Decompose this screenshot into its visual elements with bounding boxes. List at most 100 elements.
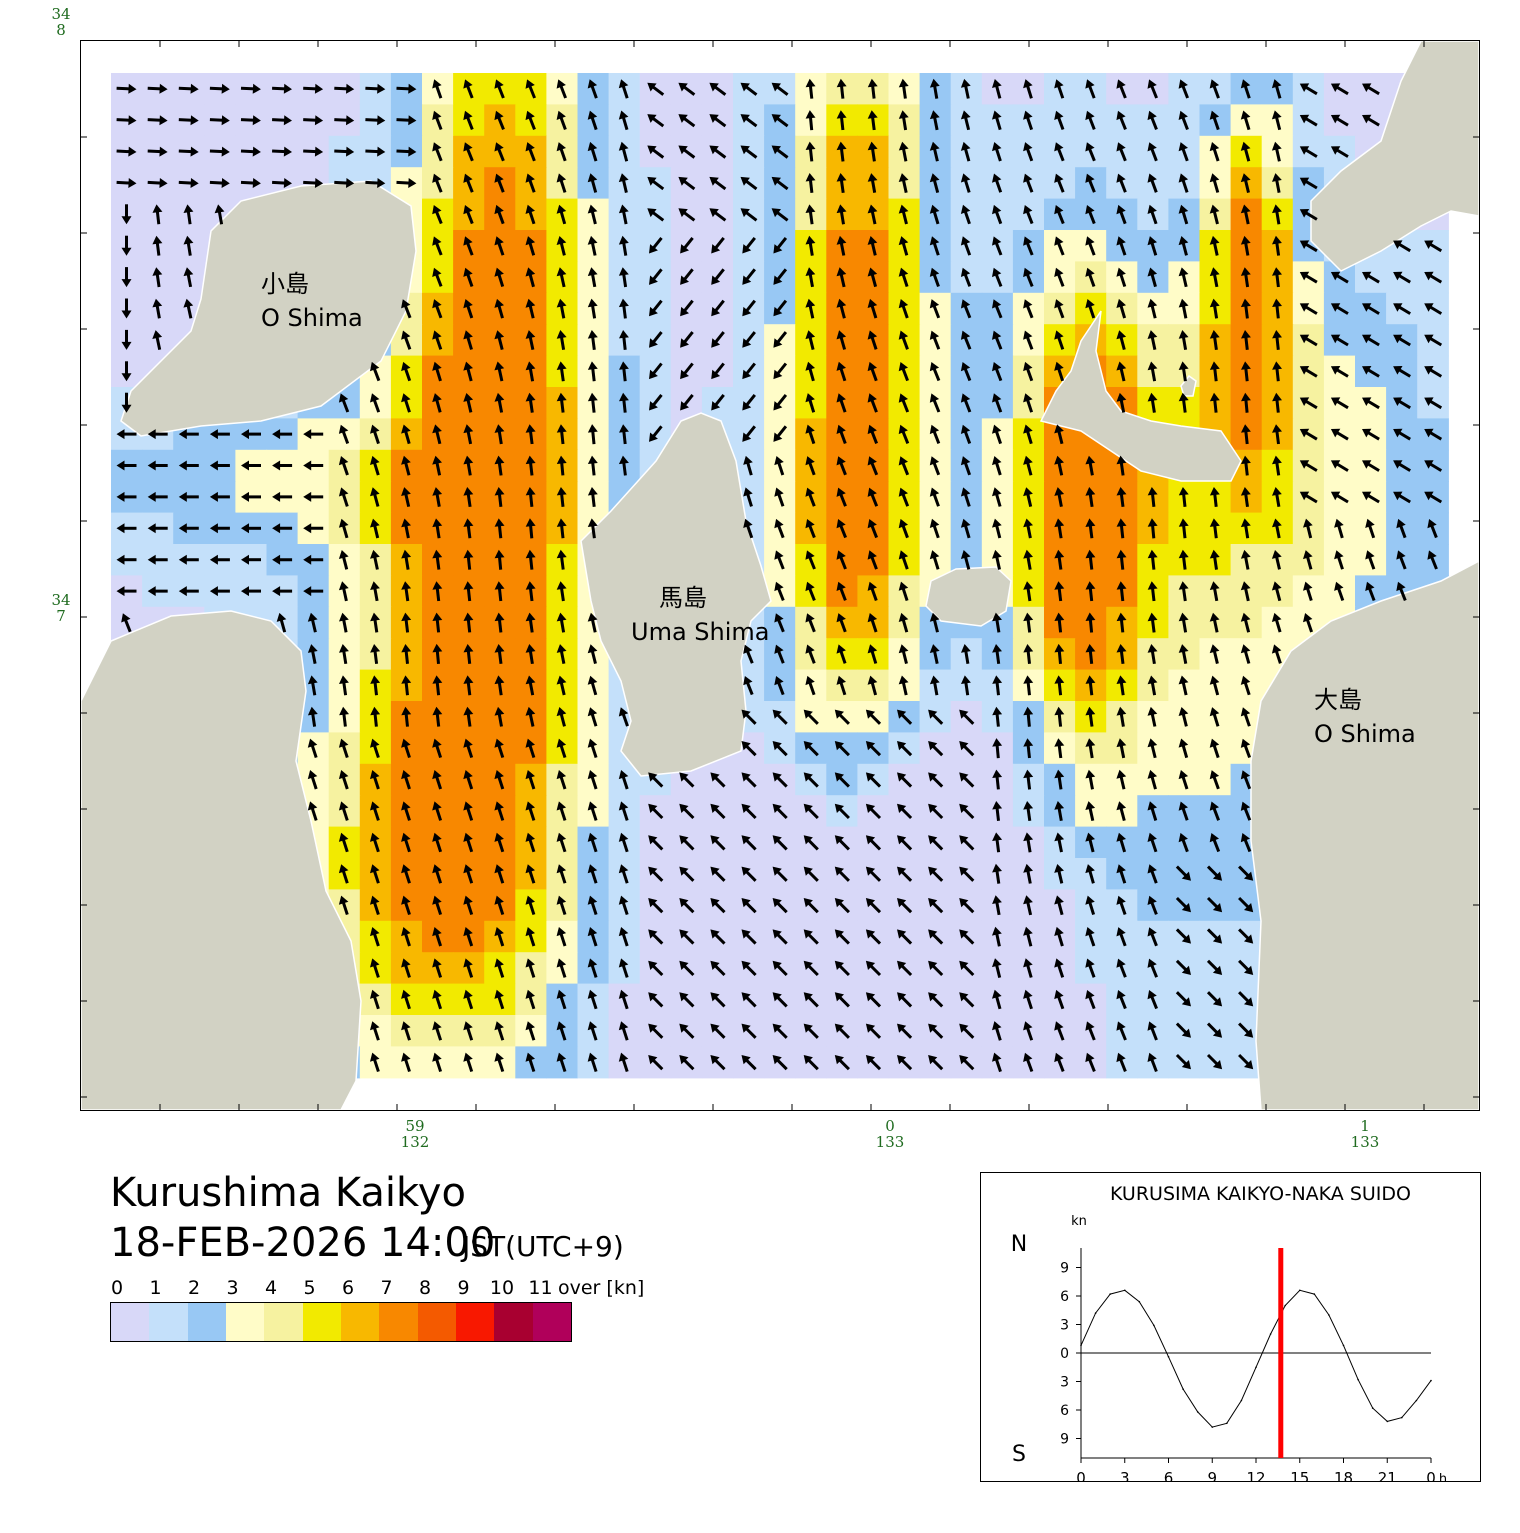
current-arrow	[774, 644, 785, 664]
current-arrow	[432, 299, 443, 319]
current-arrow	[587, 298, 598, 319]
current-arrow	[307, 644, 318, 664]
current-arrow	[1362, 491, 1380, 504]
tide-point	[1124, 1289, 1126, 1292]
tide-x-tick-label: 0	[1426, 1469, 1436, 1481]
current-arrow	[805, 298, 816, 319]
tide-x-tick-label: 18	[1334, 1469, 1353, 1481]
current-arrow	[678, 176, 696, 191]
current-arrow	[1178, 79, 1189, 99]
current-arrow	[147, 554, 168, 565]
current-arrow	[771, 114, 789, 128]
current-arrow	[178, 429, 199, 440]
current-arrow	[1271, 550, 1282, 570]
current-arrow	[771, 176, 789, 191]
current-arrow	[1023, 393, 1034, 413]
tide-curve	[1080, 1289, 1432, 1428]
current-arrow	[272, 586, 293, 597]
current-arrow	[1299, 146, 1318, 158]
tide-north-label: N	[1011, 1232, 1027, 1257]
current-arrow	[1147, 675, 1158, 696]
current-arrow	[1085, 173, 1096, 193]
current-arrow	[1023, 79, 1033, 99]
current-arrow	[1209, 267, 1220, 288]
current-arrow	[178, 554, 199, 565]
legend-swatch	[111, 1303, 150, 1341]
current-arrow	[494, 518, 505, 539]
legend-label: 2	[187, 1277, 201, 1299]
current-arrow	[370, 518, 380, 539]
current-arrow	[867, 267, 878, 288]
current-arrow	[1147, 644, 1158, 665]
current-arrow	[276, 612, 287, 633]
current-arrow	[836, 330, 847, 350]
tide-y-tick-label: 9	[1060, 1432, 1069, 1448]
current-arrow	[214, 204, 225, 225]
current-arrow	[1147, 110, 1158, 130]
current-arrow	[1209, 79, 1220, 99]
current-arrow	[1116, 361, 1127, 382]
current-arrow	[618, 455, 629, 476]
current-arrow	[1424, 428, 1443, 441]
tide-point	[1211, 1426, 1214, 1428]
tide-point	[1415, 1399, 1418, 1402]
current-arrow	[121, 267, 132, 288]
current-arrow	[307, 612, 318, 633]
legend-swatch	[455, 1303, 495, 1341]
current-arrow	[709, 176, 727, 191]
current-arrow	[463, 455, 474, 476]
current-arrow	[338, 581, 349, 602]
current-arrow	[992, 644, 1002, 664]
current-arrow	[209, 115, 230, 126]
current-arrow	[241, 523, 261, 534]
current-arrow	[774, 550, 785, 570]
current-arrow	[898, 675, 909, 696]
current-arrow	[898, 267, 909, 288]
current-arrow	[929, 675, 940, 696]
tide-point	[1299, 1289, 1301, 1292]
current-arrow	[525, 110, 536, 130]
current-arrow	[960, 362, 972, 382]
current-arrow	[494, 110, 505, 130]
current-arrow	[867, 581, 878, 602]
current-arrow	[992, 267, 1003, 287]
legend-swatch	[417, 1303, 456, 1341]
current-arrow	[1116, 487, 1127, 507]
current-arrow	[556, 330, 567, 351]
current-arrow	[1085, 455, 1096, 476]
current-arrow	[1147, 612, 1158, 633]
current-arrow	[396, 115, 417, 126]
current-arrow	[587, 330, 598, 350]
current-arrow	[272, 115, 292, 126]
current-arrow	[152, 298, 163, 319]
legend-colorbar	[110, 1302, 572, 1342]
current-arrow	[121, 613, 132, 633]
current-arrow	[1147, 204, 1158, 225]
current-arrow	[116, 523, 137, 534]
current-arrow	[618, 79, 629, 99]
current-arrow	[463, 267, 474, 287]
current-arrow	[241, 460, 261, 471]
current-arrow	[1054, 643, 1065, 665]
current-arrow	[805, 141, 816, 162]
current-arrow	[525, 675, 536, 696]
current-arrow	[587, 424, 598, 445]
current-arrow	[992, 173, 1003, 193]
current-arrow	[147, 586, 168, 597]
current-arrow	[1393, 428, 1411, 441]
land-polygon	[580, 412, 772, 777]
current-arrow	[805, 267, 816, 288]
current-arrow	[992, 330, 1003, 350]
current-arrow	[1023, 236, 1034, 256]
current-arrow	[711, 331, 725, 348]
current-arrow	[992, 236, 1003, 256]
current-arrow	[147, 146, 168, 157]
current-arrow	[1054, 205, 1065, 225]
current-arrow	[178, 491, 199, 502]
current-arrow	[1424, 491, 1443, 504]
lon-min: 0	[885, 1117, 895, 1135]
current-arrow	[370, 549, 380, 570]
legend-label: 0	[110, 1277, 124, 1299]
current-arrow	[432, 110, 443, 131]
current-arrow	[774, 456, 785, 476]
